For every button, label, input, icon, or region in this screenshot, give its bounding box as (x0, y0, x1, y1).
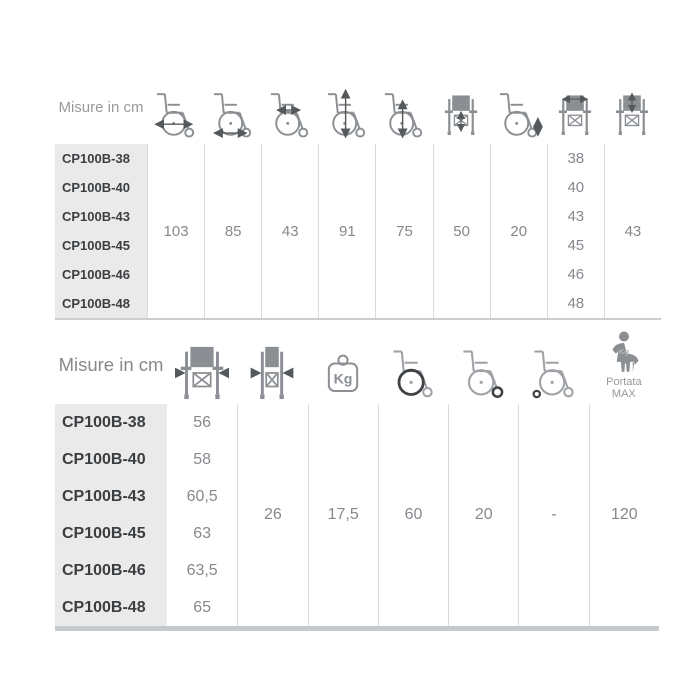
row-label: CP100B-45 (55, 231, 147, 260)
overall-width-value: 65 (193, 598, 212, 616)
top-table-body: CP100B-38 CP100B-40 CP100B-43 CP100B-45 … (55, 144, 661, 320)
wheelchair-overall-length-icon (147, 88, 204, 144)
svg-text:Kg: Kg (619, 346, 630, 355)
wheelchair-backrest-height-front-icon (433, 88, 490, 144)
max-load-value: 120 (588, 404, 659, 626)
row-label: CP100B-38 (55, 144, 147, 173)
overall-width-value: 56 (193, 413, 212, 431)
wheelchair-backrest-height-icon (604, 88, 661, 144)
wheelchair-seat-depth-icon (261, 88, 318, 144)
row-label: CP100B-46 (55, 260, 147, 289)
front-wheel-diameter-icon (448, 345, 518, 404)
wheelchair-footrest-height-icon (490, 88, 547, 144)
overall-width-value: 63 (193, 524, 212, 542)
anti-tip-wheel-value: - (518, 404, 588, 626)
overall-width-value: 58 (193, 450, 212, 468)
wheelchair-seat-width-icon (547, 88, 604, 144)
overall-width-value: 60,5 (186, 487, 218, 505)
top-measures-title: Misure in cm (58, 98, 144, 116)
row-label: CP100B-48 (55, 589, 167, 626)
row-label: CP100B-43 (55, 478, 167, 515)
rear-wheel-diameter-value: 60 (377, 404, 448, 626)
seat-width-value: 40 (567, 179, 585, 196)
wheelchair-folded-width-icon (237, 343, 307, 404)
seat-width-value: 43 (567, 208, 585, 225)
top-table-header: Misure in cm (55, 72, 661, 144)
max-load-icon: Kg Portata MAX (589, 330, 659, 404)
bottom-table-header: Misure in cm Kg (55, 326, 659, 404)
row-label: CP100B-48 (55, 289, 147, 318)
row-label: CP100B-38 (55, 404, 167, 441)
wheelchair-overall-height-icon (318, 88, 375, 144)
row-label: CP100B-46 (55, 552, 167, 589)
bottom-measures-title: Misure in cm (58, 354, 164, 376)
weight-value: 17,5 (307, 404, 378, 626)
row-label: CP100B-40 (55, 173, 147, 202)
bottom-table-body: CP100B-38 CP100B-40 CP100B-43 CP100B-45 … (55, 404, 659, 631)
bottom-spec-table: Misure in cm Kg (55, 326, 659, 631)
top-spec-table: Misure in cm (55, 72, 661, 320)
max-load-caption: Portata MAX (606, 375, 642, 401)
row-label: CP100B-40 (55, 441, 167, 478)
seat-width-value: 45 (567, 237, 585, 254)
anti-tip-wheel-icon (518, 345, 588, 404)
wheelchair-seat-height-icon (375, 88, 432, 144)
overall-height-value: 91 (318, 144, 375, 318)
length-without-footrests-value: 85 (204, 144, 261, 318)
front-wheel-diameter-value: 20 (448, 404, 518, 626)
seat-width-value: 48 (567, 295, 585, 312)
weight-kg-icon: Kg (308, 351, 378, 404)
seat-width-value: 46 (567, 266, 585, 283)
seat-height-value: 75 (375, 144, 432, 318)
rear-wheel-diameter-icon (378, 345, 448, 404)
footrest-height-value: 20 (489, 144, 547, 318)
wheelchair-length-without-footrests-icon (204, 88, 261, 144)
svg-text:Kg: Kg (333, 372, 352, 388)
backrest-height-front-value: 50 (432, 144, 490, 318)
overall-width-values: 56 58 60,5 63 63,5 65 (167, 404, 237, 626)
row-label: CP100B-45 (55, 515, 167, 552)
backrest-height-value: 43 (603, 144, 661, 318)
overall-width-value: 63,5 (186, 561, 218, 579)
row-label: CP100B-43 (55, 202, 147, 231)
seat-depth-value: 43 (261, 144, 318, 318)
folded-width-value: 26 (237, 404, 307, 626)
seat-width-values: 38 40 43 45 46 48 (546, 144, 604, 318)
seat-width-value: 38 (567, 150, 585, 167)
wheelchair-overall-width-icon (167, 343, 237, 404)
overall-length-value: 103 (147, 144, 204, 318)
